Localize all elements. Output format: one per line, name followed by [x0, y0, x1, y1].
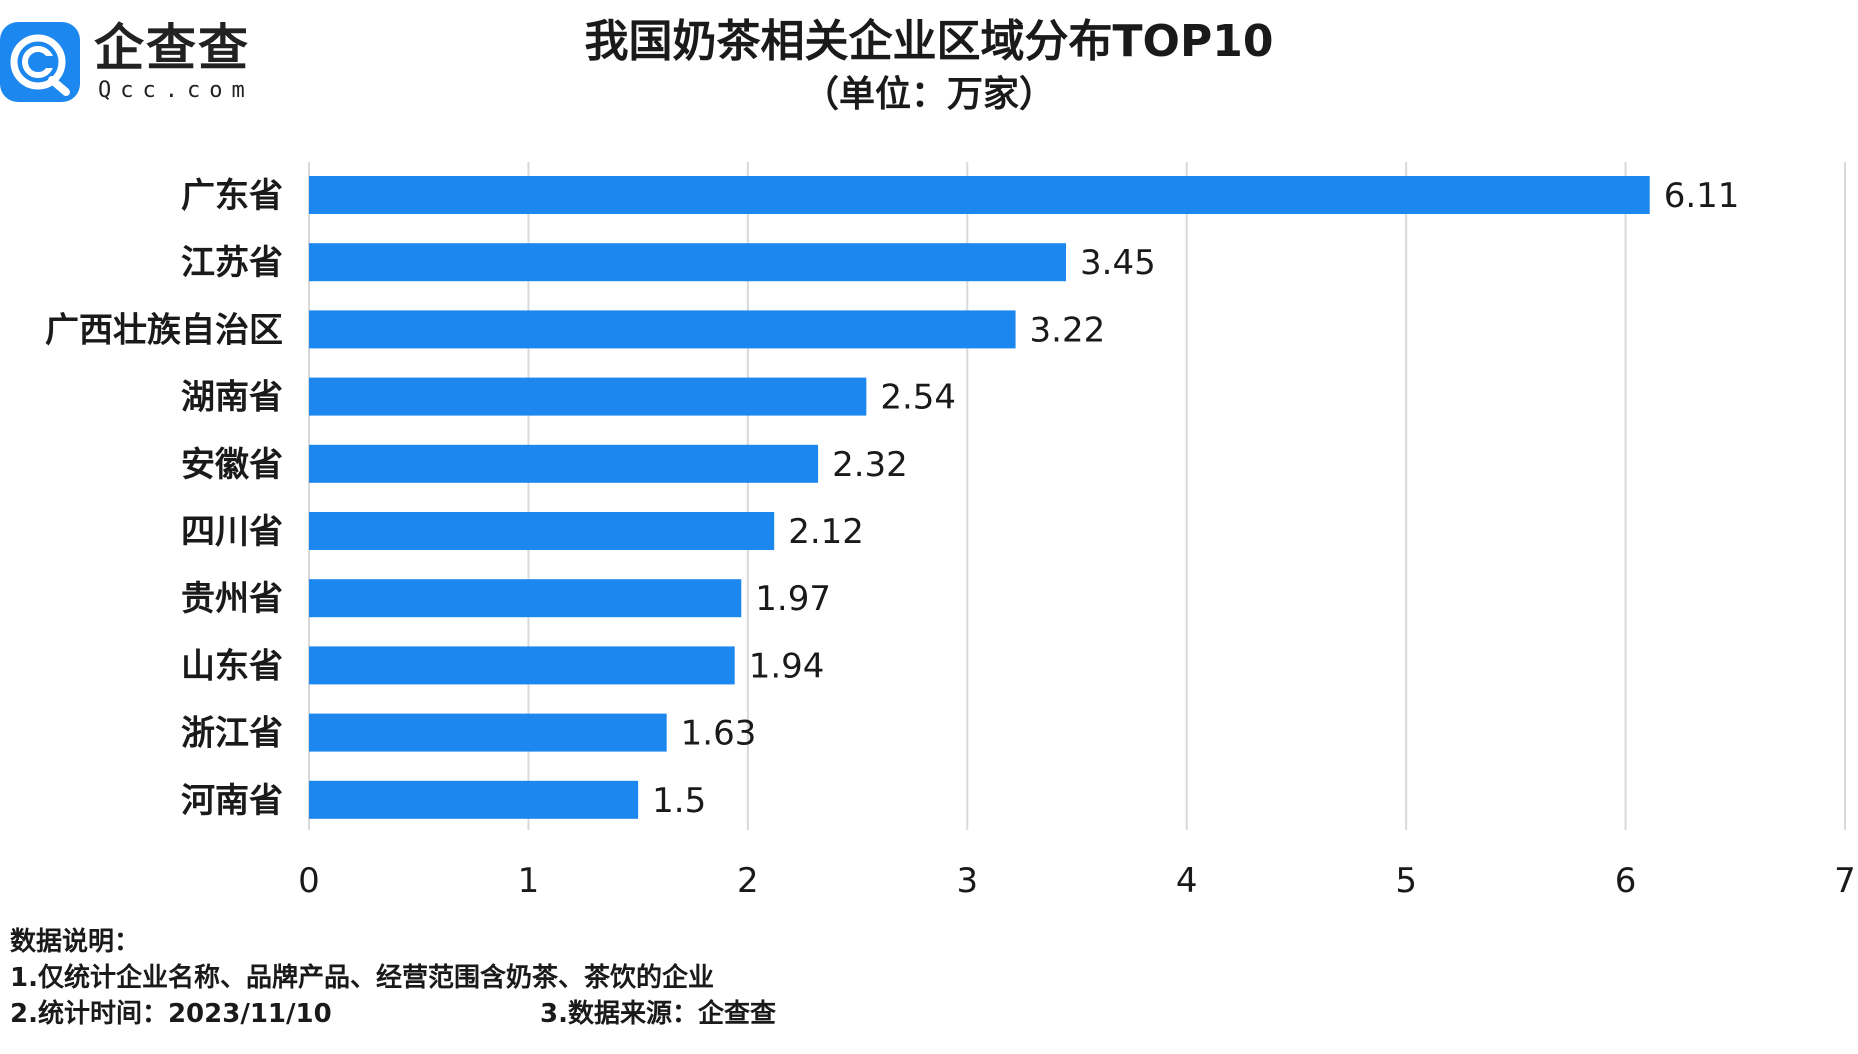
bar-8: [309, 713, 667, 752]
bar-7: [309, 646, 735, 685]
x-tick-label-5: 5: [1395, 861, 1417, 901]
value-label-1: 3.45: [1080, 243, 1156, 283]
value-label-8: 1.63: [681, 714, 757, 754]
value-label-4: 2.32: [832, 445, 908, 485]
value-label-2: 3.22: [1030, 310, 1106, 350]
x-tick-label-4: 4: [1176, 861, 1198, 901]
value-label-7: 1.94: [749, 646, 825, 686]
chart-title: 我国奶茶相关企业区域分布TOP10: [584, 16, 1274, 67]
qcc-logo-icon: [0, 22, 80, 102]
note-source: 3.数据来源：企查查: [540, 999, 776, 1029]
bar-5: [309, 512, 775, 550]
category-label-3: 湖南省: [181, 378, 283, 418]
value-label-5: 2.12: [788, 512, 864, 552]
note-line-1: 1.仅统计企业名称、品牌产品、经营范围含奶茶、茶饮的企业: [10, 963, 714, 993]
bar-9: [309, 780, 639, 819]
value-label-0: 6.11: [1664, 176, 1740, 216]
x-tick-label-6: 6: [1615, 861, 1637, 901]
bar-0: [309, 176, 1650, 214]
x-tick-label-7: 7: [1834, 861, 1856, 901]
notes-heading: 数据说明：: [10, 927, 141, 957]
brand-name-en: Qcc.com: [98, 78, 254, 103]
value-label-9: 1.5: [652, 781, 706, 821]
value-label-3: 2.54: [880, 378, 956, 418]
category-label-0: 广东省: [181, 176, 283, 216]
x-tick-label-2: 2: [737, 861, 759, 901]
brand-logo: 企查查 Qcc.com: [0, 18, 280, 108]
bar-4: [309, 444, 819, 483]
brand-name-cn: 企查查: [94, 19, 250, 77]
x-tick-label-3: 3: [956, 861, 978, 901]
bar-3: [309, 377, 867, 416]
category-label-2: 广西壮族自治区: [45, 310, 283, 350]
category-label-6: 贵州省: [181, 579, 283, 619]
x-tick-label-1: 1: [518, 861, 540, 901]
bar-chart: 0 1 2 3 4 5 6 7 广东省 6.11 江苏省 3.45 广西壮族自治区 3.22 湖南省 2.54…: [45, 162, 1856, 901]
data-notes: 数据说明： 1.仅统计企业名称、品牌产品、经营范围含奶茶、茶饮的企业 2.统计时…: [10, 924, 776, 1032]
note-line-2: 2.统计时间：2023/11/10: [10, 999, 332, 1029]
x-tick-label-0: 0: [298, 861, 320, 901]
category-label-1: 江苏省: [181, 243, 283, 283]
category-label-9: 河南省: [181, 781, 283, 821]
category-label-8: 浙江省: [181, 714, 283, 754]
chart-subtitle: （单位：万家）: [802, 74, 1055, 115]
category-label-7: 山东省: [181, 646, 283, 686]
value-label-6: 1.97: [755, 579, 831, 619]
bar-6: [309, 579, 742, 618]
bar-1: [309, 243, 1067, 282]
category-label-5: 四川省: [181, 512, 283, 552]
category-label-4: 安徽省: [181, 445, 283, 485]
bar-2: [309, 310, 1016, 349]
